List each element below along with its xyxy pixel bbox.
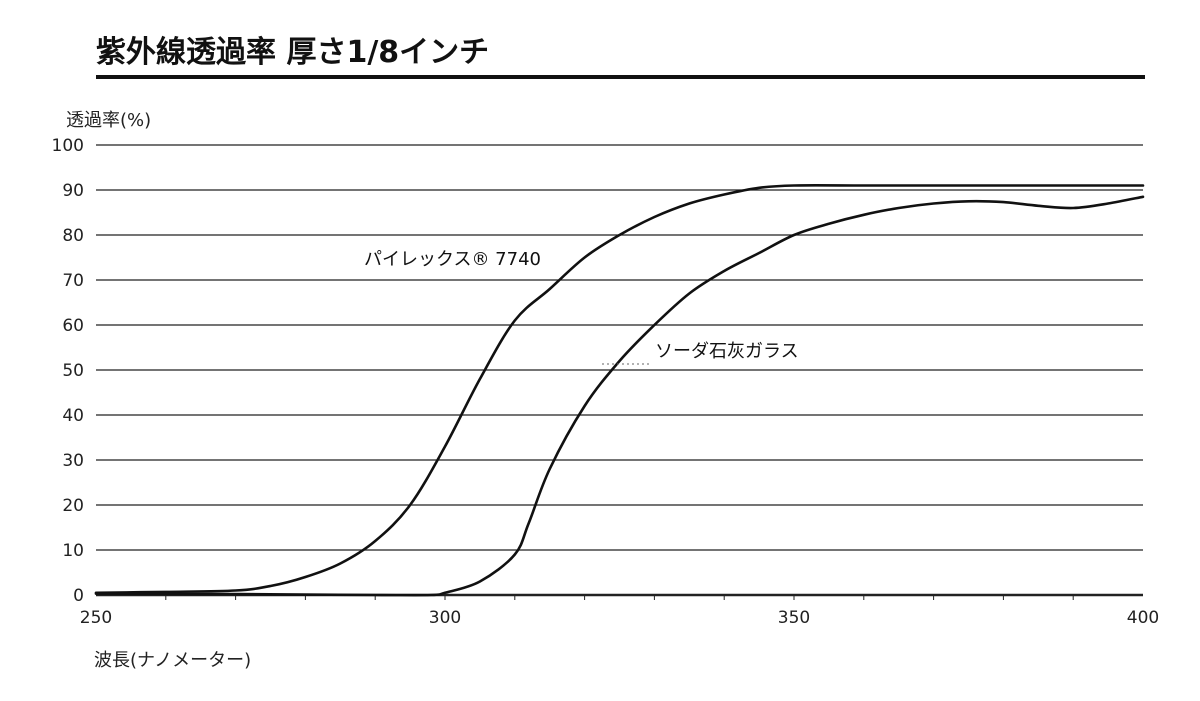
chart-title: 紫外線透過率 厚さ1/8インチ <box>96 35 489 70</box>
y-tick-label: 30 <box>62 451 84 471</box>
x-tick-label: 400 <box>1127 608 1159 628</box>
series-line-pyrex <box>94 184 1145 595</box>
x-tick-label: 300 <box>429 608 461 628</box>
series-line-soda-lime <box>94 195 1145 597</box>
x-axis-label: 波長(ナノメーター) <box>94 650 251 671</box>
y-tick-label: 70 <box>62 271 84 291</box>
x-tick-label: 250 <box>80 608 112 628</box>
grid <box>96 144 1143 600</box>
y-tick-label: 60 <box>62 316 84 336</box>
y-tick-label: 80 <box>62 226 84 246</box>
y-tick-label: 40 <box>62 406 84 426</box>
ticks: 0 10 20 30 40 50 60 70 80 90 100 250 300 350 400 <box>52 136 1160 628</box>
series-label-soda-lime: ソーダ石灰ガラス <box>655 341 799 362</box>
y-tick-label: 50 <box>62 361 84 381</box>
series <box>94 184 1145 597</box>
y-tick-label: 100 <box>52 136 84 156</box>
y-tick-label: 10 <box>62 541 84 561</box>
y-axis-label: 透過率(%) <box>66 110 151 131</box>
y-tick-label: 20 <box>62 496 84 516</box>
series-label-pyrex: パイレックス® 7740 <box>364 249 541 270</box>
x-tick-label: 350 <box>778 608 810 628</box>
y-tick-label: 0 <box>73 586 84 606</box>
y-tick-label: 90 <box>62 181 84 201</box>
